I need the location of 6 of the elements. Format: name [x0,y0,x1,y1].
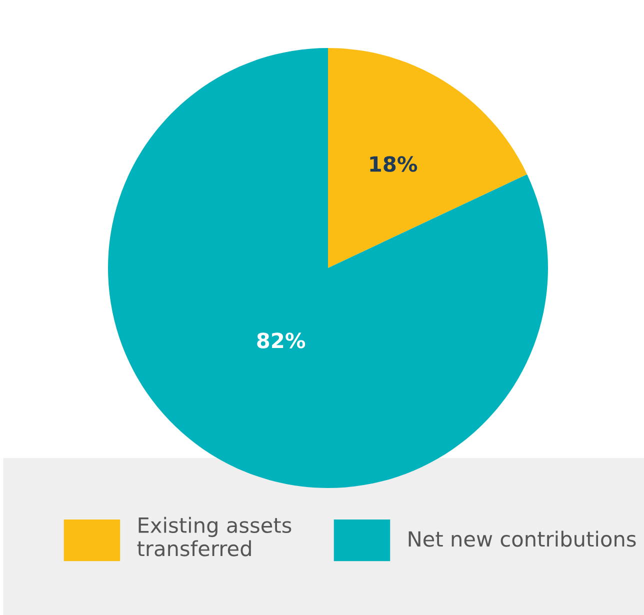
data-label: 18% [370,156,418,172]
legend-label: Existing assets transferred [137,516,292,556]
legend-label: Net new contributions [408,530,636,547]
data-label: 82% [257,332,306,348]
pie-slice [108,48,548,488]
pie-slice [328,48,528,268]
